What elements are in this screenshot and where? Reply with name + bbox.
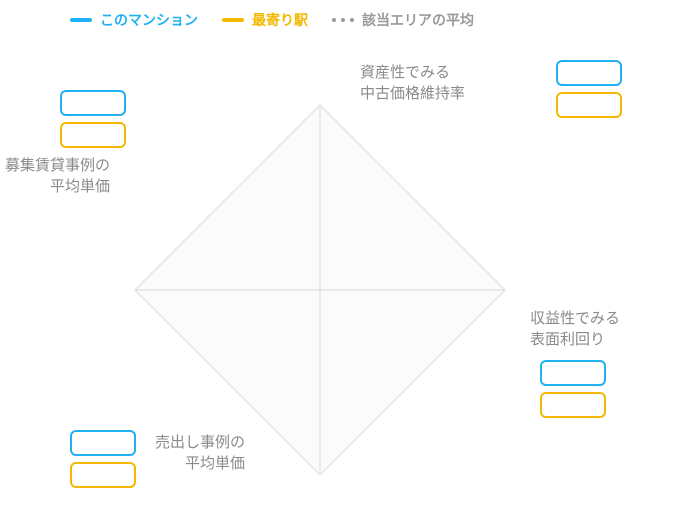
- chart-legend: このマンション 最寄り駅 該当エリアの平均: [0, 0, 680, 30]
- axis-label-bottom: 売出し事例の 平均単価: [155, 432, 245, 474]
- axis-label-right: 収益性でみる 表面利回り: [530, 308, 620, 350]
- legend-label-a: このマンション: [100, 10, 198, 30]
- value-box-right-b: [540, 392, 606, 418]
- value-box-bottom-b: [70, 462, 136, 488]
- legend-item-area-avg: 該当エリアの平均: [332, 10, 474, 30]
- value-box-right-a: [540, 360, 606, 386]
- legend-item-mansion: このマンション: [70, 10, 198, 30]
- legend-swatch-c: [332, 18, 354, 22]
- axis-label-top: 資産性でみる 中古価格維持率: [360, 62, 465, 104]
- legend-item-station: 最寄り駅: [222, 10, 308, 30]
- radar-chart: 資産性でみる 中古価格維持率 収益性でみる 表面利回り 売出し事例の 平均単価 …: [0, 40, 680, 506]
- value-boxes-right: [540, 360, 606, 418]
- value-box-top-a: [556, 60, 622, 86]
- value-box-bottom-a: [70, 430, 136, 456]
- legend-label-c: 該当エリアの平均: [362, 10, 474, 30]
- value-box-left-b: [60, 122, 126, 148]
- value-box-left-a: [60, 90, 126, 116]
- legend-label-b: 最寄り駅: [252, 10, 308, 30]
- legend-swatch-b: [222, 18, 244, 22]
- legend-swatch-a: [70, 18, 92, 22]
- value-boxes-top: [556, 60, 622, 118]
- axis-label-left: 募集賃貸事例の 平均単価: [5, 155, 110, 197]
- value-boxes-left: [60, 90, 126, 148]
- value-box-top-b: [556, 92, 622, 118]
- value-boxes-bottom: [70, 430, 136, 488]
